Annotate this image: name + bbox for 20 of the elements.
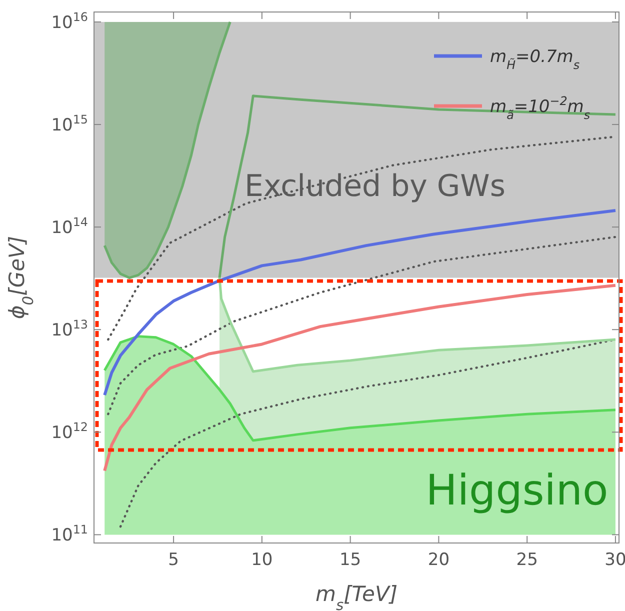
x-tick-label: 20 [428, 550, 450, 570]
x-tick-label: 15 [339, 550, 362, 570]
y-tick-label: 10$^{12}$ [51, 420, 88, 444]
y-tick-label: 10$^{16}$ [51, 10, 88, 33]
y-tick-label: 10$^{14}$ [51, 215, 88, 238]
x-tick-label: 10 [251, 550, 273, 570]
x-tick-label: 30 [604, 550, 625, 570]
line-series [218, 276, 617, 373]
x-tick-label: 25 [516, 550, 538, 570]
line-series [103, 208, 617, 397]
annotation: Higgsino [426, 465, 608, 514]
legend-label: m$_{H̃}$=0.7m$_{s}$ [490, 47, 580, 72]
x-tick-label: 5 [168, 550, 179, 570]
y-tick-label: 10$^{15}$ [51, 112, 88, 136]
y-tick-label: 10$^{13}$ [51, 318, 88, 341]
y-tick-label: 10$^{11}$ [51, 522, 88, 546]
x-axis-title: m$_{s}$[TeV] [315, 582, 398, 611]
line-series [218, 94, 617, 280]
line-series [103, 335, 617, 442]
line-series [107, 236, 617, 416]
